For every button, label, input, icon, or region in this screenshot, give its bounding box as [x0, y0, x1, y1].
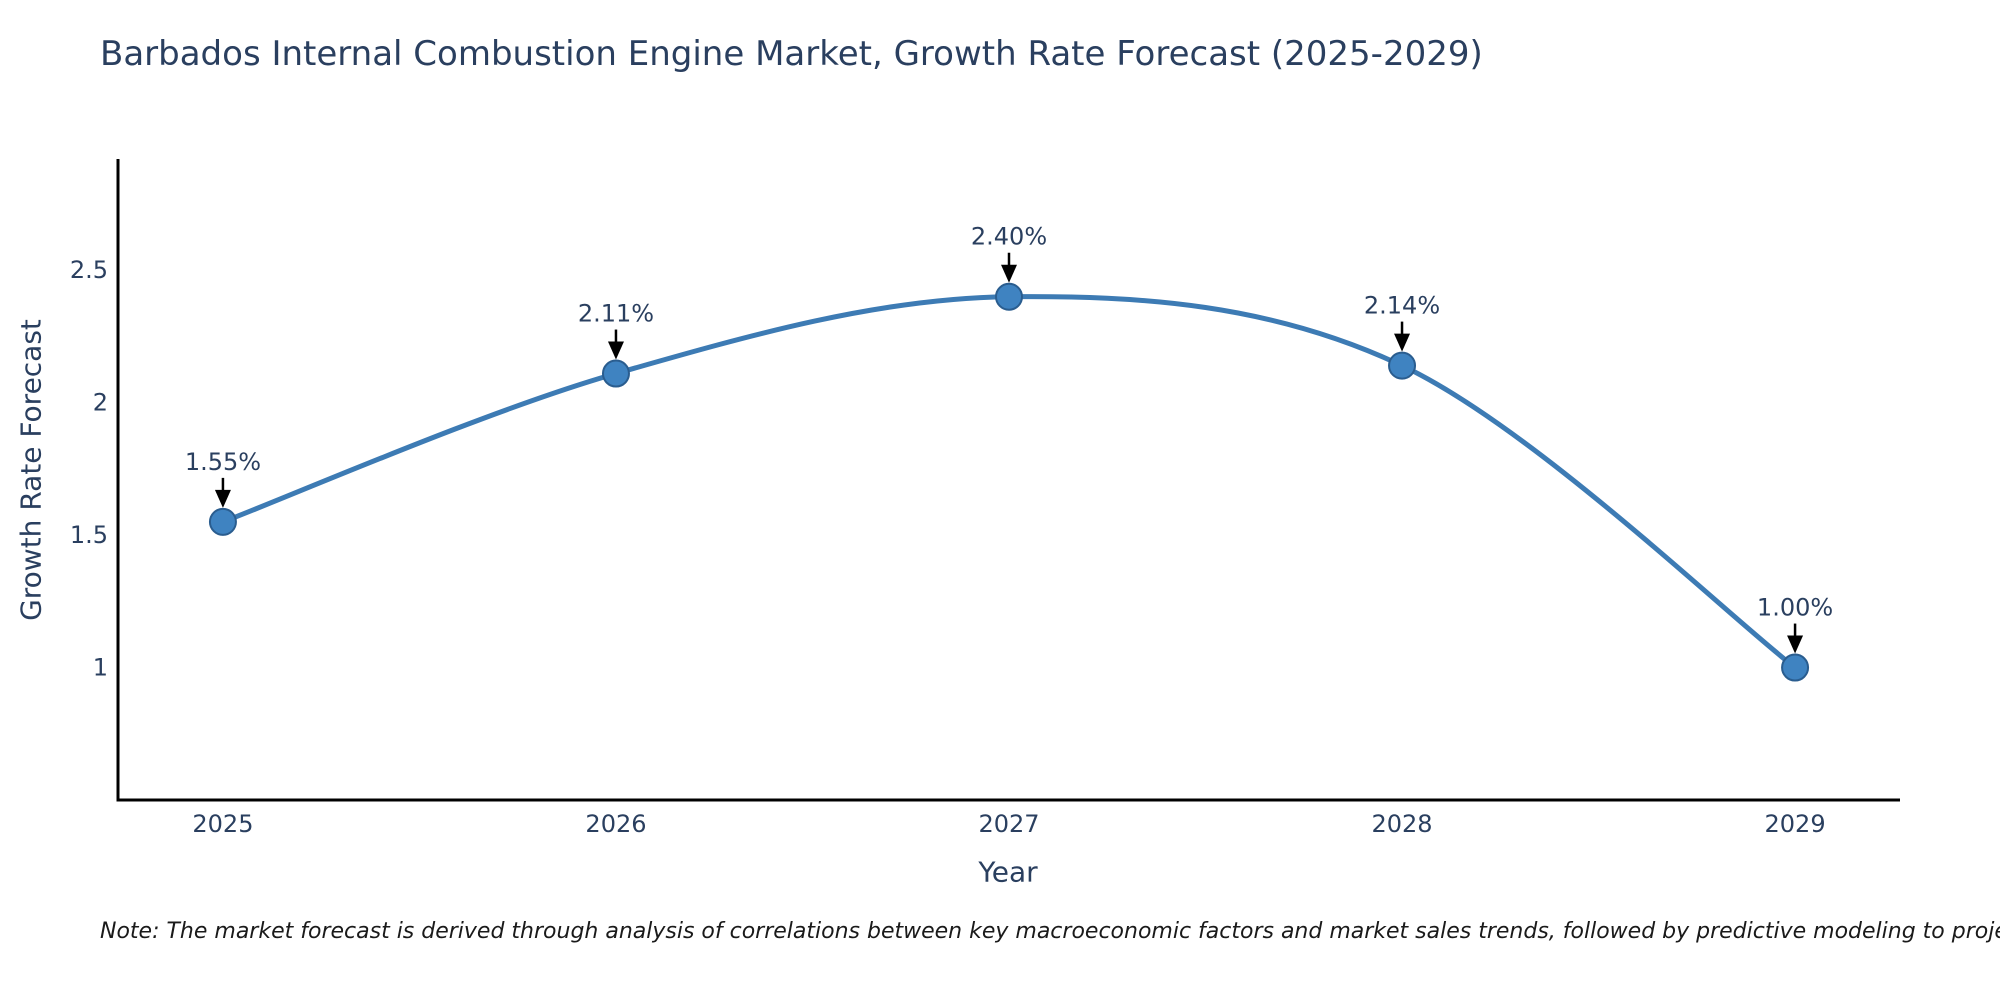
point-value-label: 2.14% — [1364, 292, 1440, 320]
x-tick-label: 2026 — [585, 810, 646, 838]
line-series — [208, 282, 1810, 682]
point-value-label: 2.40% — [971, 223, 1047, 251]
data-point-marker — [1781, 653, 1810, 682]
point-annotations: 1.55% 2.11% 2.40% 2.14% 1.00% — [185, 223, 1833, 654]
x-axis-title: Year — [978, 855, 1038, 889]
x-tick-label: 2028 — [1371, 810, 1432, 838]
y-tick-label: 2.5 — [70, 256, 108, 284]
data-point-marker — [995, 282, 1023, 311]
annotation-arrowhead-icon — [1001, 264, 1017, 283]
data-point-marker — [601, 359, 630, 388]
growth-rate-line — [220, 294, 1798, 671]
x-tick-label: 2025 — [192, 810, 253, 838]
x-tick-label: 2029 — [1765, 810, 1826, 838]
point-value-label: 1.00% — [1757, 594, 1833, 622]
footnote: Note: The market forecast is derived thr… — [100, 919, 2000, 944]
point-value-label: 1.55% — [185, 448, 261, 476]
annotation-arrowhead-icon — [1787, 635, 1804, 654]
y-tick-label: 1.5 — [70, 521, 108, 549]
axes — [116, 159, 1900, 802]
annotation-arrowhead-icon — [214, 489, 231, 508]
annotation-arrowhead-icon — [1394, 333, 1411, 352]
data-point-marker — [208, 507, 237, 536]
annotation-arrowhead-icon — [607, 341, 624, 360]
data-point-marker — [1388, 351, 1417, 380]
chart-title: Barbados Internal Combustion Engine Mark… — [100, 34, 1483, 74]
x-tick-label: 2027 — [978, 810, 1039, 838]
tick-labels: 1 1.5 2 2.5 2025 2026 2027 2028 2029 — [70, 256, 1826, 838]
y-tick-label: 2 — [93, 389, 108, 417]
y-tick-label: 1 — [93, 654, 108, 682]
point-value-label: 2.11% — [578, 300, 654, 328]
